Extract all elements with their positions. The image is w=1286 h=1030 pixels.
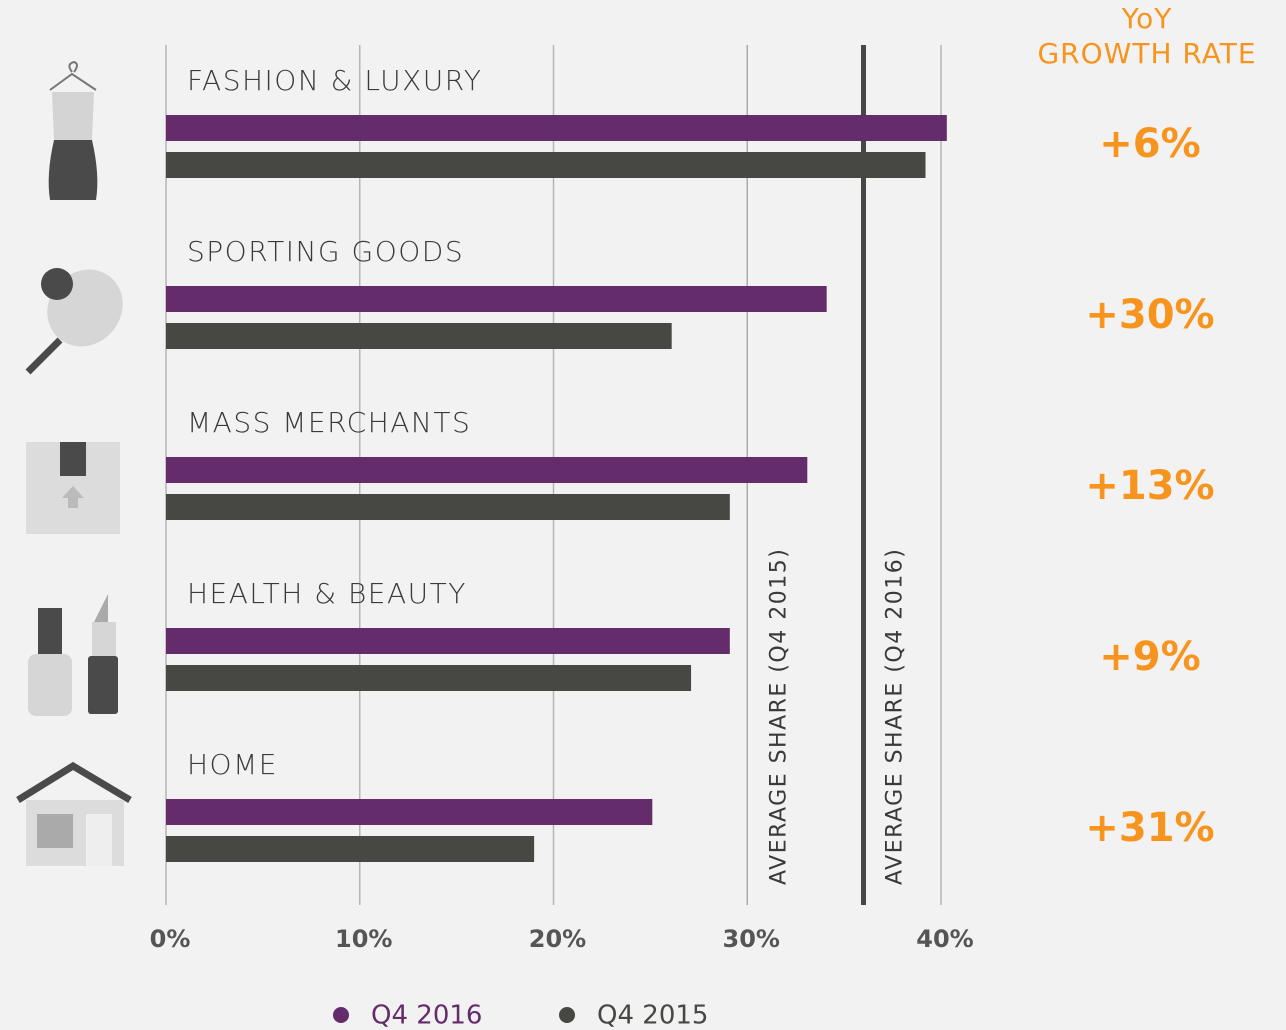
- growth-rate: +30%: [1085, 292, 1214, 338]
- category-label: SPORTING GOODS: [187, 235, 464, 268]
- reference-label: AVERAGE SHARE (Q4 2015): [766, 548, 791, 885]
- house-icon: [16, 761, 132, 866]
- growth-header: YoY: [1121, 2, 1173, 35]
- growth-rate: +9%: [1099, 634, 1200, 680]
- x-tick-label: 0%: [150, 925, 191, 953]
- x-tick-label: 30%: [723, 925, 780, 953]
- growth-header: GROWTH RATE: [1037, 37, 1256, 70]
- category-label: MASS MERCHANTS: [187, 406, 471, 439]
- x-tick-label: 20%: [529, 925, 586, 953]
- bar: [166, 665, 692, 691]
- cosmetics-icon: [28, 594, 118, 716]
- x-tick-label: 40%: [916, 925, 973, 953]
- category-label: FASHION & LUXURY: [187, 64, 483, 97]
- reference-label: AVERAGE SHARE (Q4 2016): [883, 548, 908, 885]
- bar: [166, 457, 808, 483]
- bar: [166, 286, 827, 312]
- legend-label: Q4 2016: [371, 1001, 482, 1030]
- bar: [166, 152, 926, 178]
- racket-icon: [25, 268, 123, 375]
- bar: [166, 323, 672, 349]
- growth-rate: +31%: [1085, 805, 1214, 851]
- bar: [166, 836, 535, 862]
- legend-label: Q4 2015: [597, 1001, 708, 1030]
- dress-icon: [48, 60, 98, 200]
- legend-marker: [333, 1007, 349, 1023]
- icons: [16, 60, 132, 866]
- growth-rate: +13%: [1085, 463, 1214, 509]
- legend-marker: [559, 1007, 575, 1023]
- bar: [166, 494, 730, 520]
- bar: [166, 628, 730, 654]
- box-icon: [26, 442, 120, 534]
- bar: [166, 799, 653, 825]
- growth-rate: +6%: [1099, 121, 1200, 167]
- bar: [166, 115, 947, 141]
- category-label: HOME: [187, 748, 278, 781]
- x-tick-label: 10%: [335, 925, 392, 953]
- category-label: HEALTH & BEAUTY: [187, 577, 467, 610]
